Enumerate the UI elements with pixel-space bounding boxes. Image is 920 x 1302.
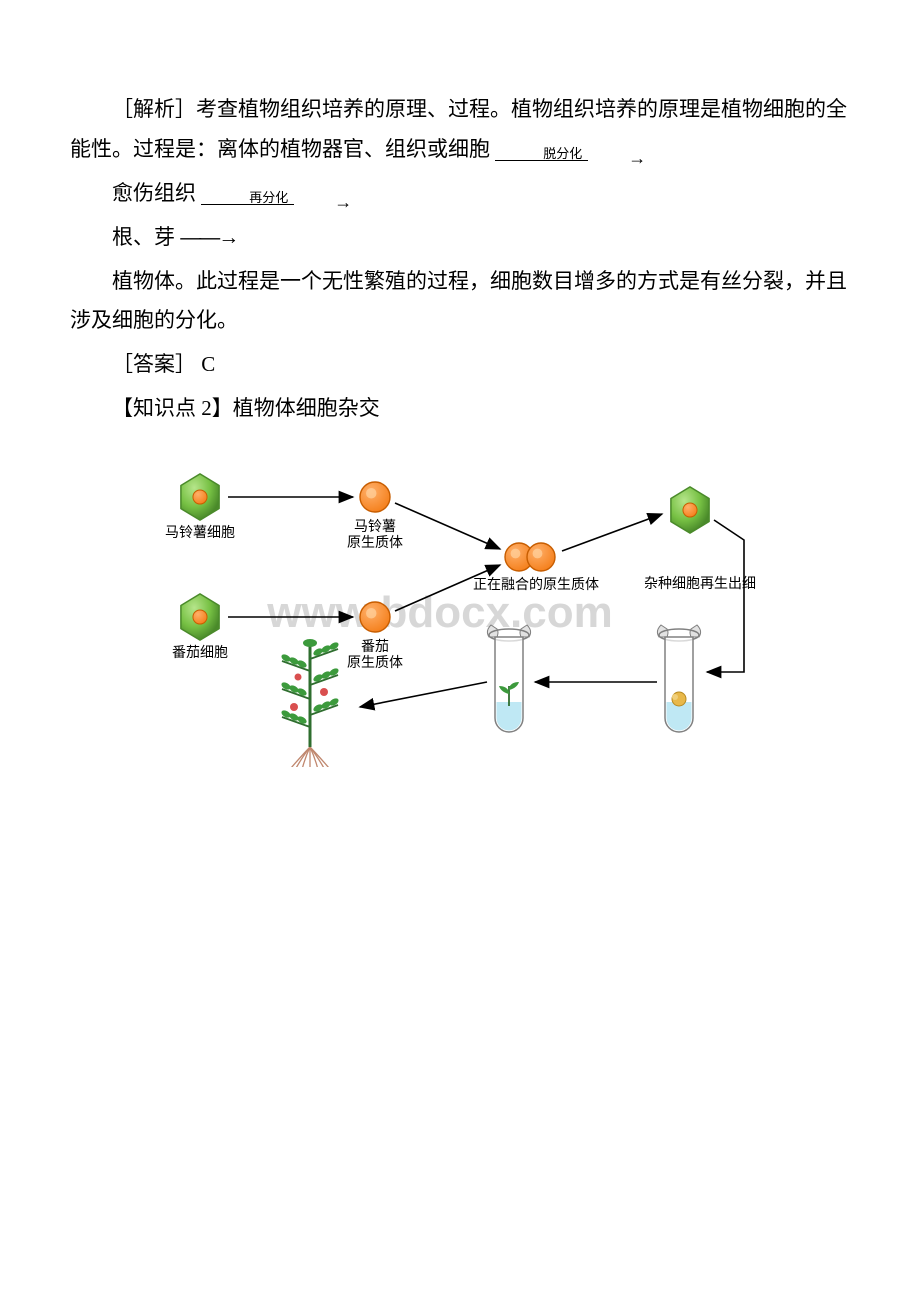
step1-label: 脱分化 — [495, 147, 588, 161]
svg-text:杂种细胞再生出细: 杂种细胞再生出细 — [644, 575, 756, 591]
analysis-paragraph: ［解析］考查植物组织培养的原理、过程。植物组织培养的原理是植物细胞的全能性。过程… — [70, 90, 850, 170]
analysis-conclusion: 植物体。此过程是一个无性繁殖的过程，细胞数目增多的方式是有丝分裂，并且涉及细胞的… — [70, 262, 850, 342]
knowledge-title: 植物体细胞杂交 — [233, 396, 380, 420]
svg-text:马铃薯细胞: 马铃薯细胞 — [165, 524, 235, 540]
answer-label: ［答案］ — [112, 352, 196, 376]
svg-text:原生质体: 原生质体 — [347, 654, 403, 670]
knowledge-line: 【知识点 2】植物体细胞杂交 — [70, 389, 850, 429]
svg-text:马铃薯: 马铃薯 — [354, 518, 396, 534]
svg-text:番茄: 番茄 — [361, 638, 389, 654]
step2-prefix: 愈伤组织 — [112, 181, 196, 205]
analysis-lead: ［解析］考查植物组织培养的原理、过程。植物组织培养的原理是植物细胞的全能性。过程… — [70, 97, 847, 161]
answer-value: C — [201, 352, 215, 376]
knowledge-label: 【知识点 2】 — [112, 396, 233, 420]
svg-text:www.bdocx.com: www.bdocx.com — [266, 588, 613, 637]
svg-text:原生质体: 原生质体 — [347, 534, 403, 550]
step2-arrow: 再分化→ — [201, 187, 352, 205]
step3-arrow: ——→ — [180, 226, 237, 249]
hybridization-diagram: www.bdocx.com马铃薯细胞马铃薯原生质体番茄细胞番茄原生质体正在融合的… — [130, 447, 850, 767]
step3-line: 根、芽 ——→ — [70, 218, 850, 258]
step3-prefix: 根、芽 — [112, 225, 175, 249]
answer-line: ［答案］ C — [70, 345, 850, 385]
step1-arrow: 脱分化→ — [495, 143, 646, 161]
step2-line: 愈伤组织 再分化→ — [70, 174, 850, 214]
svg-text:正在融合的原生质体: 正在融合的原生质体 — [473, 576, 599, 592]
step2-label: 再分化 — [201, 191, 294, 205]
svg-text:番茄细胞: 番茄细胞 — [172, 644, 228, 660]
